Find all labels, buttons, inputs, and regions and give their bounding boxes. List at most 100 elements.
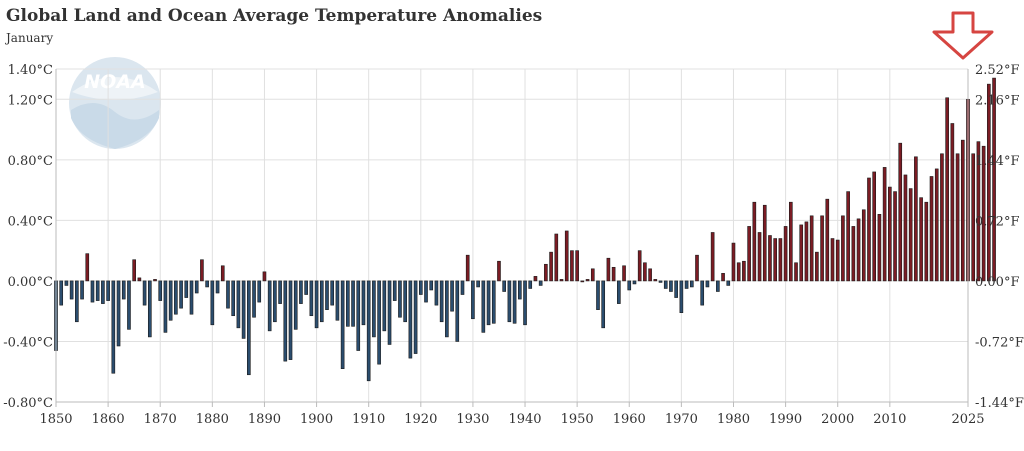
bar-1974 [700, 280, 705, 306]
bar-1858 [95, 280, 100, 301]
bar-1967 [663, 280, 668, 289]
bar-1984 [752, 201, 757, 282]
bar-2008 [877, 214, 882, 282]
x-tick-label: 1940 [508, 412, 541, 427]
bar-2010 [888, 186, 892, 282]
y-tick-label-right: -1.44°F [975, 396, 1024, 411]
bar-2012 [898, 142, 903, 282]
x-tick-label: 1930 [456, 412, 489, 427]
bar-1999 [830, 238, 835, 282]
bar-1908 [356, 280, 361, 351]
bar-1902 [325, 280, 329, 310]
bar-1986 [762, 204, 767, 282]
bar-1981 [736, 262, 741, 282]
bar-1948 [564, 230, 569, 282]
bar-1914 [387, 280, 392, 345]
bar-1963 [643, 262, 647, 282]
bar-1932 [481, 280, 486, 333]
bar-1904 [335, 280, 340, 321]
bar-1852 [64, 280, 69, 286]
bar-1856 [85, 253, 90, 282]
bar-1990 [783, 226, 788, 282]
bar-2001 [841, 215, 845, 282]
bar-1983 [747, 226, 751, 282]
bar-2026 [971, 153, 976, 282]
x-tick-label: 1900 [300, 412, 333, 427]
x-tick-label: 1860 [92, 412, 125, 427]
bar-1944 [544, 263, 548, 282]
bar-1992 [794, 262, 798, 282]
bar-1996 [815, 251, 819, 282]
bar-1991 [788, 201, 793, 282]
bar-1906 [346, 280, 350, 327]
bar-1891 [267, 280, 272, 332]
bar-2017 [924, 201, 929, 282]
bar-1866 [137, 277, 142, 282]
bar-1886 [241, 280, 246, 339]
y-tick-label-right: 2.52°F [975, 63, 1019, 78]
x-tick-label: 1890 [248, 412, 281, 427]
bar-1960 [627, 280, 632, 291]
bar-1896 [293, 280, 298, 330]
bar-1872 [168, 280, 173, 321]
bar-1919 [413, 280, 418, 354]
bar-1897 [299, 280, 303, 304]
bar-1972 [689, 280, 694, 288]
bar-1936 [502, 280, 506, 292]
bar-1925 [445, 280, 449, 338]
bar-2019 [934, 168, 939, 282]
bar-1909 [361, 280, 366, 326]
bar-1958 [617, 280, 621, 304]
bar-1987 [768, 235, 772, 282]
y-tick-label-right: 0.00°F [975, 275, 1019, 290]
x-tick-label: 1980 [717, 412, 750, 427]
bar-1869 [153, 279, 157, 282]
bar-1864 [127, 280, 131, 330]
bar-1946 [554, 233, 559, 282]
bar-1862 [116, 280, 121, 347]
bar-1922 [429, 280, 434, 291]
bar-1860 [106, 280, 110, 301]
x-tick-label: 2010 [873, 412, 906, 427]
bar-2029 [987, 83, 991, 282]
bar-2013 [903, 174, 908, 282]
bar-1973 [695, 254, 699, 282]
bar-1937 [507, 280, 512, 323]
bar-1930 [471, 280, 475, 320]
bar-1962 [637, 250, 642, 282]
bar-1941 [528, 280, 533, 289]
bar-1873 [174, 280, 178, 315]
bar-1876 [189, 280, 194, 315]
bar-1883 [226, 280, 230, 309]
y-tick-label-right: 2.16°F [975, 93, 1019, 108]
chart-title: Global Land and Ocean Average Temperatur… [6, 6, 543, 26]
bar-1913 [382, 280, 387, 332]
bar-1969 [674, 280, 678, 298]
bar-1929 [465, 254, 470, 282]
bar-1893 [278, 280, 282, 304]
bar-1905 [340, 280, 345, 370]
bar-1857 [90, 280, 95, 303]
bar-1945 [549, 251, 553, 282]
bar-2000 [835, 239, 840, 282]
bar-1887 [247, 280, 251, 376]
bar-1950 [575, 250, 579, 282]
x-tick-label: 1990 [769, 412, 802, 427]
x-tick-label: 1960 [613, 412, 646, 427]
bar-2022 [950, 123, 955, 282]
bar-2004 [856, 218, 861, 282]
bar-1900 [314, 280, 319, 329]
bar-1903 [330, 280, 335, 306]
bar-1885 [236, 280, 241, 329]
bar-2015 [914, 156, 918, 282]
bar-1942 [533, 276, 538, 282]
bar-1879 [205, 280, 209, 288]
x-tick-label: 1910 [352, 412, 385, 427]
bar-1917 [403, 280, 407, 323]
bar-2021 [945, 97, 949, 282]
y-tick-label-left: -0.80°C [3, 396, 53, 411]
bar-1947 [559, 279, 564, 282]
bar-1851 [59, 280, 64, 306]
bar-1933 [486, 280, 491, 326]
